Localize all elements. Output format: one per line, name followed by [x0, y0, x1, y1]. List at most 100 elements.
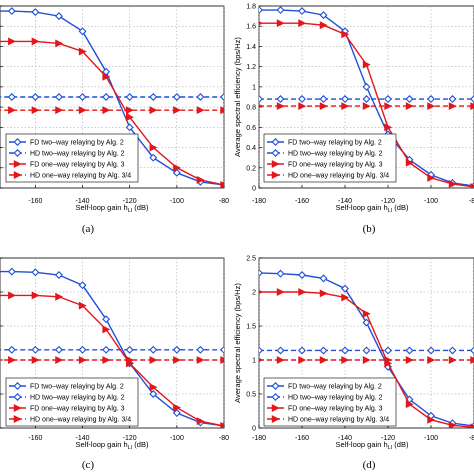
triangle-marker: [125, 106, 134, 115]
triangle-marker: [13, 171, 22, 179]
x-tick-label: -80: [469, 435, 474, 442]
y-axis-label: Average spectral efficiency (bps/Hz): [233, 37, 242, 157]
diamond-marker: [276, 346, 285, 355]
diamond-marker: [13, 393, 22, 401]
chart-panel-b: -180 -160 -140 -120 -100 -80 0 0.2 0.4 0.6 0.8 1 1.2…: [233, 4, 474, 235]
diamond-marker: [298, 7, 306, 16]
x-axis-label-main: Self-loop gain h: [336, 440, 388, 449]
diamond-marker: [172, 345, 181, 354]
y-tick-label: 1.2: [246, 64, 256, 71]
triangle-marker: [319, 289, 328, 298]
diamond-marker: [54, 345, 63, 354]
triangle-marker: [341, 102, 350, 111]
legend-entry: HD one–way relaying by Alg. 3/4: [30, 173, 131, 180]
legend-entry: HD two–way relaying by Alg. 2: [30, 151, 125, 158]
x-axis-label-sub: LI: [128, 445, 133, 451]
diamond-marker: [298, 271, 306, 279]
panel-caption: (b): [363, 223, 376, 235]
series-group: [259, 268, 474, 428]
triangle-marker: [55, 292, 64, 301]
diamond-marker: [384, 346, 392, 355]
x-tick-label: -140: [76, 198, 90, 205]
x-tick-label: -140: [76, 435, 90, 442]
x-axis-label-unit: (dB): [132, 203, 149, 212]
diamond-marker: [259, 346, 263, 355]
x-axis-label-sub: LI: [128, 208, 133, 214]
triangle-marker: [173, 163, 182, 172]
y-tick-label: 0.5: [246, 392, 256, 399]
x-tick-label: -160: [28, 435, 42, 442]
triangle-marker: [341, 30, 350, 39]
legend-entry: FD one–way relaying by Alg. 3: [30, 406, 125, 413]
legend-entry: HD one–way relaying by Alg. 3/4: [288, 417, 389, 424]
diamond-marker: [102, 345, 111, 354]
diamond-marker: [427, 95, 435, 104]
triangle-marker: [220, 356, 224, 364]
triangle-marker: [13, 415, 22, 423]
triangle-marker: [362, 309, 371, 318]
triangle-marker: [470, 356, 474, 364]
y-tick-label: 0.4: [246, 145, 256, 152]
diamond-marker: [271, 149, 280, 157]
triangle-marker: [384, 356, 393, 364]
x-tick-label: -140: [338, 435, 352, 442]
panel-caption: (d): [363, 459, 376, 471]
triangle-marker: [319, 356, 328, 364]
triangle-marker: [173, 403, 182, 412]
triangle-marker: [102, 356, 111, 364]
legend-box: [5, 377, 139, 427]
triangle-marker: [259, 104, 264, 109]
series-group: [0, 267, 224, 428]
x-axis-label-main: Self-loop gain h: [336, 203, 388, 212]
triangle-marker: [271, 404, 280, 412]
triangle-marker: [362, 102, 371, 111]
triangle-marker: [448, 102, 457, 111]
triangle-marker: [298, 19, 307, 28]
triangle-marker: [276, 288, 285, 296]
triangle-marker: [276, 19, 285, 28]
diamond-marker: [196, 93, 205, 101]
triangle-marker: [470, 102, 474, 111]
x-tick-label: -80: [469, 198, 474, 205]
triangle-marker: [362, 356, 371, 364]
triangle-marker: [271, 415, 280, 423]
x-tick-label: -160: [295, 435, 309, 442]
triangle-marker: [276, 102, 285, 111]
triangle-marker: [271, 171, 280, 179]
x-axis-label-sub: LI: [388, 208, 393, 214]
diamond-marker: [149, 93, 158, 101]
diamond-marker: [405, 346, 414, 355]
triangle-marker: [319, 21, 328, 30]
triangle-marker: [55, 356, 64, 364]
triangle-marker: [78, 301, 87, 310]
triangle-marker: [405, 356, 414, 364]
diamond-marker: [319, 95, 328, 104]
x-tick-label: -180: [252, 435, 266, 442]
triangle-marker: [448, 356, 457, 364]
triangle-marker: [427, 415, 436, 424]
legend: FD two–way relaying by Alg. 2 HD two–way …: [263, 133, 397, 183]
x-tick-label: -100: [170, 198, 184, 205]
diamond-marker: [362, 95, 371, 104]
diamond-marker: [78, 345, 87, 354]
triangle-marker: [102, 325, 111, 334]
diamond-marker: [448, 95, 457, 104]
x-tick-label: -160: [295, 198, 309, 205]
triangle-marker: [8, 37, 16, 46]
triangle-marker: [276, 356, 285, 364]
panel-caption: (c): [82, 459, 95, 471]
legend-entry: HD two–way relaying by Alg. 2: [30, 395, 125, 402]
triangle-marker: [149, 143, 158, 152]
triangle-marker: [298, 356, 307, 364]
y-tick-label: 1.6: [246, 24, 256, 31]
triangle-marker: [173, 106, 182, 115]
triangle-marker: [13, 160, 22, 168]
diamond-marker: [271, 393, 280, 401]
diamond-marker: [341, 284, 349, 293]
diamond-marker: [405, 95, 414, 104]
y-tick-label: 2: [252, 290, 256, 297]
triangle-marker: [31, 37, 40, 46]
diamond-marker: [427, 346, 435, 355]
diamond-marker: [220, 345, 224, 354]
